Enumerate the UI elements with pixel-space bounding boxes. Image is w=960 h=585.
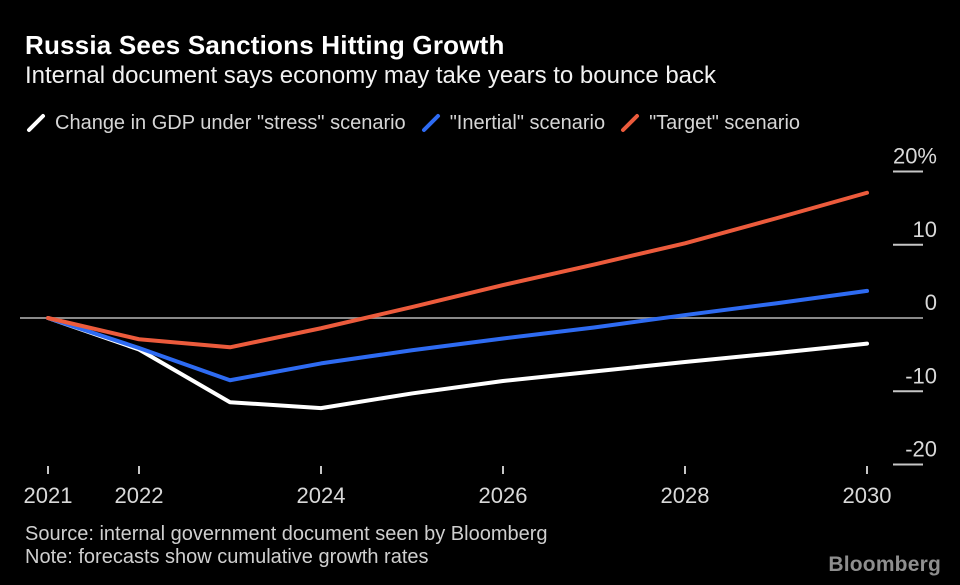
legend-label: "Inertial" scenario [449,111,606,134]
legend-item-stress: Change in GDP under "stress" scenario [25,112,406,135]
line-swatch-icon [27,114,45,132]
x-axis-label: 2026 [479,483,528,508]
y-axis-label: -20 [905,437,937,462]
bloomberg-logo: Bloomberg [828,553,941,576]
y-axis-label: -10 [905,363,937,388]
x-axis-label: 2022 [115,483,164,508]
legend-item-target: "Target" scenario [619,112,800,135]
note-text: Note: forecasts show cumulative growth r… [25,546,429,568]
series-line-stress [46,316,869,411]
source-text: Source: internal government document see… [25,523,548,545]
x-axis-label: 2030 [843,483,892,508]
page-title: Russia Sees Sanctions Hitting Growth [25,30,505,60]
x-axis-label: 2024 [297,483,346,508]
chart-legend: Change in GDP under "stress" scenario "I… [25,108,800,138]
series-line-inertial [46,288,869,383]
y-axis-label: 0 [925,290,937,315]
legend-label: Change in GDP under "stress" scenario [55,111,406,134]
legend-label: "Target" scenario [649,111,801,134]
y-axis-label: 20% [893,144,937,169]
line-swatch-icon [621,114,640,132]
y-axis-label: 10 [913,217,937,242]
legend-item-inertial: "Inertial" scenario [420,112,605,135]
line-swatch-icon [421,114,440,132]
series-line-target [46,190,869,350]
page-subtitle: Internal document says economy may take … [25,62,717,89]
x-axis-label: 2021 [24,483,73,508]
x-axis-label: 2028 [661,483,710,508]
